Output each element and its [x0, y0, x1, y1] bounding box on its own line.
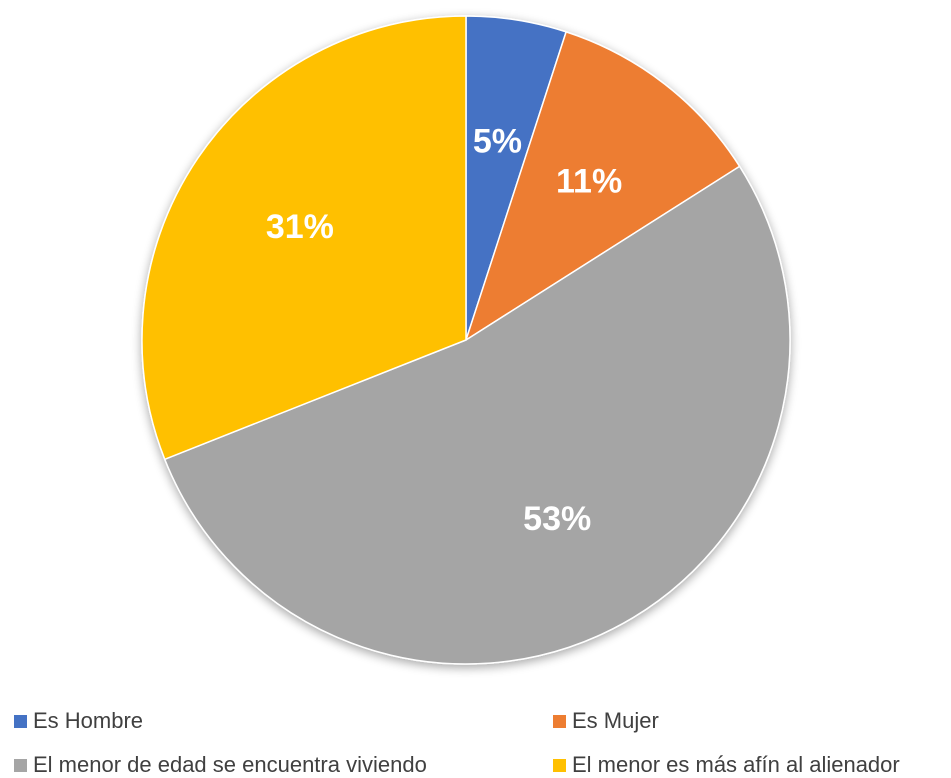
legend-item-menor-viviendo: El menor de edad se encuentra viviendo	[14, 752, 427, 778]
legend-item-es-mujer: Es Mujer	[553, 708, 659, 734]
data-label-es-mujer: 11%	[556, 162, 622, 200]
pie-slice-menor-viviendo	[163, 165, 791, 665]
legend-label-es-mujer: Es Mujer	[572, 708, 659, 733]
legend-swatch-menor-viviendo	[14, 758, 27, 772]
legend-item-menor-afin: El menor es más afín al alienador	[553, 752, 900, 778]
pie-slice-es-mujer	[464, 30, 741, 342]
legend-swatch-menor-afin	[553, 758, 566, 772]
legend: Es Hombre Es Mujer El menor de edad se e…	[0, 700, 951, 777]
pie-chart: 5% 11% 53% 31%	[141, 15, 791, 665]
pie-slice-menor-afin	[141, 15, 467, 461]
legend-label-menor-viviendo: El menor de edad se encuentra viviendo	[33, 752, 427, 777]
legend-label-menor-afin: El menor es más afín al alienador	[572, 752, 900, 777]
legend-swatch-es-hombre	[14, 714, 27, 728]
data-label-menor-afin: 31%	[266, 208, 334, 246]
legend-label-es-hombre: Es Hombre	[33, 708, 144, 733]
legend-item-es-hombre: Es Hombre	[14, 708, 143, 734]
legend-swatch-es-mujer	[553, 714, 566, 728]
data-label-menor-viviendo: 53%	[523, 500, 591, 538]
data-label-es-hombre: 5%	[473, 123, 522, 161]
pie-slices	[141, 15, 791, 665]
pie-data-labels: 5% 11% 53% 31%	[266, 123, 622, 538]
